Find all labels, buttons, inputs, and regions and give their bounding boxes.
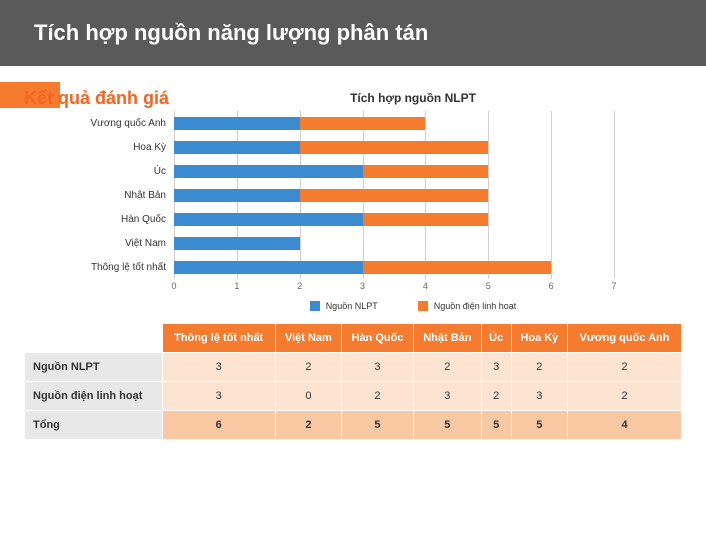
chart-bar-row: [174, 111, 614, 135]
chart-legend: Nguồn NLPT Nguồn điện linh hoạt: [144, 301, 682, 311]
table-cell: 3: [511, 382, 567, 411]
chart-x-axis: 0 1 2 3 4 5 6 7: [174, 281, 614, 295]
chart-bar-segment: [300, 141, 489, 154]
table-column-header: Úc: [481, 324, 511, 353]
chart-bar-row: [174, 255, 614, 279]
table-cell: 5: [481, 411, 511, 440]
table-column-header: Thông lệ tốt nhất: [162, 324, 275, 353]
legend-label: Nguồn điện linh hoạt: [434, 301, 517, 311]
table-body: Nguồn NLPT3232322Nguồn điện linh hoạt302…: [25, 353, 682, 440]
legend-label: Nguồn NLPT: [326, 301, 378, 311]
chart-bar-row: [174, 207, 614, 231]
chart-bar-segment: [174, 165, 363, 178]
table-row-label: Nguồn điện linh hoạt: [25, 382, 163, 411]
legend-item: Nguồn điện linh hoạt: [418, 301, 517, 311]
chart-bar-segment: [174, 141, 300, 154]
table-row: Tổng6255554: [25, 411, 682, 440]
chart-y-label: Hàn Quốc: [24, 207, 174, 231]
table-cell: 5: [413, 411, 481, 440]
chart-bar-row: [174, 231, 614, 255]
data-table-wrap: Thông lệ tốt nhấtViệt NamHàn QuốcNhật Bả…: [24, 323, 682, 440]
table-column-header: Việt Nam: [275, 324, 341, 353]
chart-body: Vương quốc AnhHoa KỳÚcNhật BảnHàn QuốcVi…: [24, 111, 682, 295]
table-cell: 2: [275, 353, 341, 382]
chart-x-tick: 0: [171, 281, 176, 291]
table-cell: 3: [481, 353, 511, 382]
table-cell: 5: [342, 411, 414, 440]
chart-bar-segment: [363, 213, 489, 226]
slide-header: Tích hợp nguồn năng lượng phân tán: [0, 0, 706, 66]
chart-bar-segment: [174, 117, 300, 130]
chart-x-tick: 3: [360, 281, 365, 291]
data-table: Thông lệ tốt nhấtViệt NamHàn QuốcNhật Bả…: [24, 323, 682, 440]
chart-bar-segment: [363, 165, 489, 178]
chart-x-tick: 6: [549, 281, 554, 291]
table-cell: 4: [568, 411, 682, 440]
chart-y-labels: Vương quốc AnhHoa KỳÚcNhật BảnHàn QuốcVi…: [24, 111, 174, 295]
table-cell: 3: [413, 382, 481, 411]
chart-bar-row: [174, 159, 614, 183]
chart-bar-segment: [174, 237, 300, 250]
chart-y-label: Thông lệ tốt nhất: [24, 255, 174, 279]
chart-bar-segment: [300, 117, 426, 130]
table-cell: 5: [511, 411, 567, 440]
table-row: Nguồn điện linh hoạt3023232: [25, 382, 682, 411]
chart-x-tick: 7: [611, 281, 616, 291]
chart-bar-segment: [174, 213, 363, 226]
chart-y-label: Hoa Kỳ: [24, 135, 174, 159]
chart-gridline: [614, 111, 615, 279]
chart-bar-segment: [174, 261, 363, 274]
table-cell: 2: [413, 353, 481, 382]
table-cell: 3: [342, 353, 414, 382]
table-header-row: Thông lệ tốt nhấtViệt NamHàn QuốcNhật Bả…: [25, 324, 682, 353]
legend-item: Nguồn NLPT: [310, 301, 378, 311]
table-cell: 0: [275, 382, 341, 411]
table-cell: 2: [511, 353, 567, 382]
chart-y-label: Úc: [24, 159, 174, 183]
chart-x-tick: 5: [486, 281, 491, 291]
content-area: Kết quả đánh giá Tích hợp nguồn NLPT Vươ…: [0, 66, 706, 440]
legend-swatch: [310, 301, 320, 311]
chart-x-tick: 1: [234, 281, 239, 291]
table-cell: 2: [342, 382, 414, 411]
table-row-label: Nguồn NLPT: [25, 353, 163, 382]
table-cell: 3: [162, 353, 275, 382]
table-cell: 2: [275, 411, 341, 440]
chart-bar-segment: [300, 189, 489, 202]
chart-plot: 0 1 2 3 4 5 6 7: [174, 111, 614, 295]
chart-bar-row: [174, 135, 614, 159]
chart-bar-segment: [174, 189, 300, 202]
chart-y-label: Vương quốc Anh: [24, 111, 174, 135]
table-column-header: Nhật Bản: [413, 324, 481, 353]
table-cell: 3: [162, 382, 275, 411]
table-column-header: Hoa Kỳ: [511, 324, 567, 353]
table-cell: 2: [568, 353, 682, 382]
chart-bar-segment: [363, 261, 552, 274]
chart-y-label: Việt Nam: [24, 231, 174, 255]
chart-container: Tích hợp nguồn NLPT Vương quốc AnhHoa Kỳ…: [24, 91, 682, 311]
table-cell: 6: [162, 411, 275, 440]
table-column-header: Vương quốc Anh: [568, 324, 682, 353]
table-row: Nguồn NLPT3232322: [25, 353, 682, 382]
chart-bars: [174, 111, 614, 279]
chart-x-tick: 2: [297, 281, 302, 291]
table-row-label: Tổng: [25, 411, 163, 440]
table-cell: 2: [568, 382, 682, 411]
slide-title: Tích hợp nguồn năng lượng phân tán: [34, 20, 706, 46]
legend-swatch: [418, 301, 428, 311]
table-cell: 2: [481, 382, 511, 411]
table-column-header: Hàn Quốc: [342, 324, 414, 353]
table-header-blank: [25, 324, 163, 353]
chart-bar-row: [174, 183, 614, 207]
chart-title: Tích hợp nguồn NLPT: [144, 91, 682, 105]
chart-y-label: Nhật Bản: [24, 183, 174, 207]
chart-x-tick: 4: [423, 281, 428, 291]
